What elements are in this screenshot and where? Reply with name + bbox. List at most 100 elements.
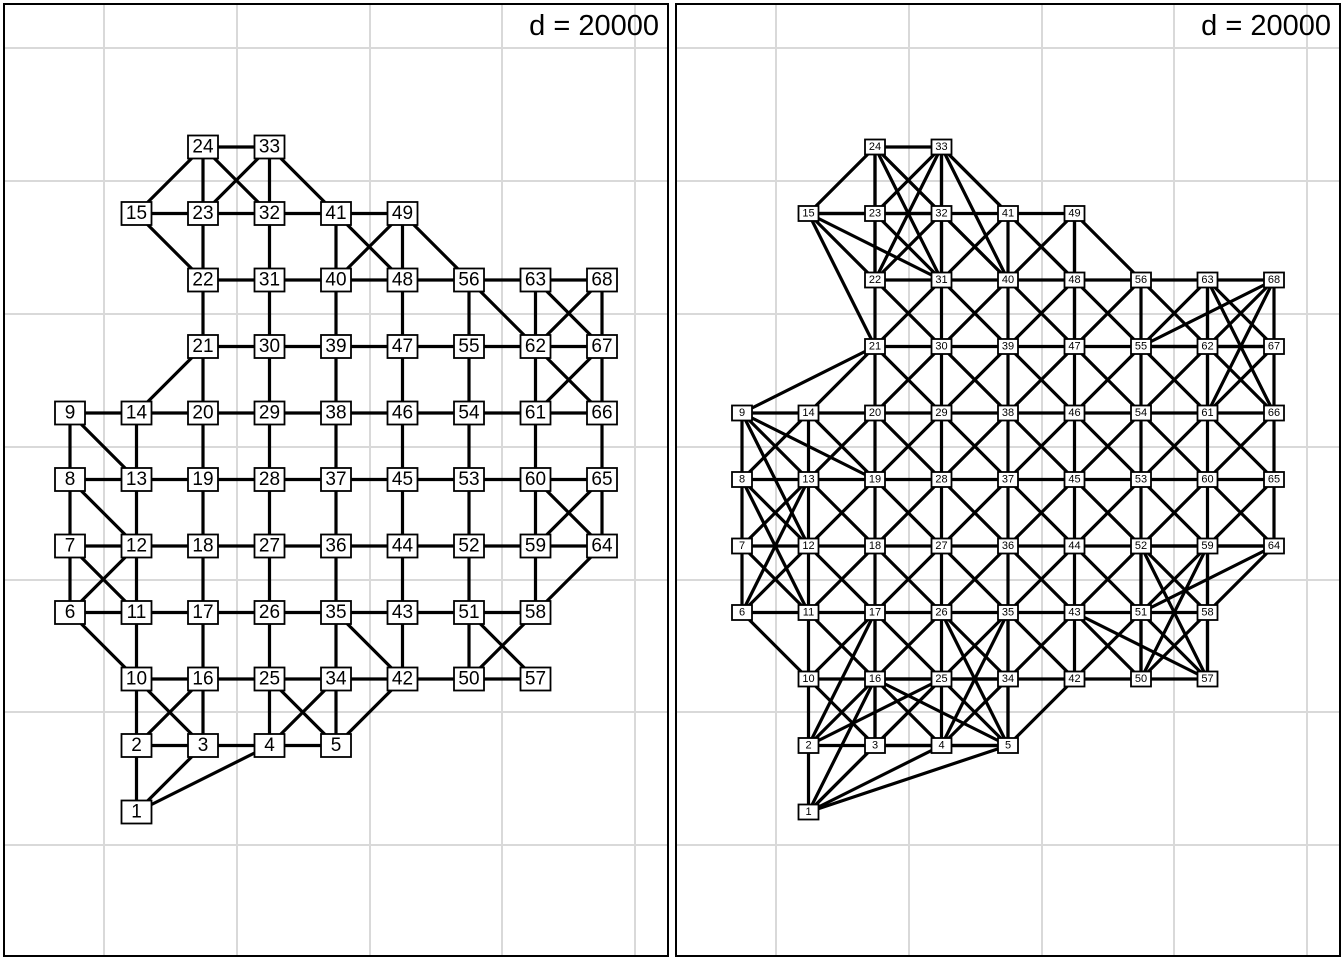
right-node-35: 35 [997,604,1019,621]
right-node-box [1063,471,1086,488]
right-node-box [864,537,886,555]
left-node-label: 36 [325,536,346,557]
right-edge-28-36 [939,477,1010,548]
right-node-label: 16 [869,673,881,685]
right-node-13: 13 [797,471,820,488]
right-node-label: 31 [935,274,947,286]
right-node-47: 47 [1063,338,1086,355]
right-edge-1-4 [806,743,944,814]
right-node-41: 41 [997,205,1019,222]
left-node-label: 65 [591,469,612,490]
left-node-label: 33 [259,137,280,158]
right-edge-17-25 [873,610,944,681]
right-node-label: 55 [1135,341,1147,353]
right-node-box [797,604,820,621]
left-node-box [320,600,352,625]
right-node-label: 39 [1002,341,1014,353]
right-node-51: 51 [1130,604,1152,621]
right-node-box [731,537,753,555]
right-edge-26-34 [939,610,1010,681]
left-node-6: 6 [54,600,86,625]
left-node-62: 62 [519,334,552,359]
right-node-label: 36 [1002,540,1014,552]
right-edge-14-19 [806,411,877,482]
right-edge-21-29 [873,344,944,415]
left-node-64: 64 [586,533,618,559]
right-edge-58-64 [1205,544,1276,615]
left-node-label: 13 [126,469,147,490]
left-node-box [187,267,219,293]
right-edge-31-39 [939,278,1010,349]
right-edge-43-50 [1072,610,1143,681]
left-node-box [253,533,286,559]
left-node-45: 45 [386,467,419,492]
right-node-4: 4 [930,737,953,754]
left-node-54: 54 [453,400,485,426]
right-edge-68-55 [1139,278,1276,349]
left-node-label: 64 [591,536,613,557]
left-node-label: 9 [65,403,76,424]
left-node-label: 35 [325,602,346,623]
left-node-8: 8 [54,467,86,492]
right-node-45: 45 [1063,471,1086,488]
right-node-44: 44 [1063,537,1086,555]
right-edge-14-21 [806,344,877,415]
panel-left: 12 3 4 567891011121314151617181920212223242… [3,3,669,957]
right-node-label: 47 [1068,341,1080,353]
right-node-label: 58 [1201,607,1213,619]
right-node-28: 28 [930,471,953,488]
left-node-42: 42 [386,666,419,692]
right-node-9: 9 [731,404,753,422]
right-edge-1-5 [806,743,1010,814]
right-node-box [930,138,953,156]
right-node-box [1063,604,1086,621]
right-node-16: 16 [864,670,886,688]
right-node-label: 22 [869,274,881,286]
left-node-3: 3 [187,733,219,758]
right-edge-62-66 [1205,344,1276,415]
left-node-box [187,467,219,492]
right-node-label: 41 [1002,208,1014,220]
left-node-label: 1 [131,802,142,823]
right-node-label: 12 [802,540,814,552]
left-node-label: 19 [192,469,213,490]
right-node-58: 58 [1196,604,1219,621]
right-edge-15-22 [806,211,877,282]
left-node-28: 28 [253,467,286,492]
left-node-58: 58 [519,600,552,625]
right-node-box [1130,604,1152,621]
left-node-label: 60 [525,469,546,490]
left-node-box [253,467,286,492]
right-node-label: 40 [1002,274,1014,286]
left-node-box [120,201,153,226]
right-node-box [930,271,953,289]
left-node-box [586,400,618,426]
right-node-label: 38 [1002,407,1014,419]
left-node-box [453,666,485,692]
right-node-label: 18 [869,540,881,552]
left-node-box [453,467,485,492]
left-node-10: 10 [120,666,153,692]
left-node-label: 53 [458,469,479,490]
right-node-39: 39 [997,338,1019,355]
right-node-30: 30 [930,338,953,355]
right-node-box [1263,338,1285,355]
right-node-box [1196,471,1219,488]
left-node-box [253,201,286,226]
right-node-label: 59 [1201,540,1213,552]
right-node-43: 43 [1063,604,1086,621]
right-node-box [797,737,820,754]
left-node-box [453,400,485,426]
left-node-box [453,533,485,559]
right-edge-63-67 [1205,278,1276,349]
right-node-box [1196,404,1219,422]
left-node-39: 39 [320,334,352,359]
right-node-17: 17 [864,604,886,621]
right-edge-2-17 [806,610,877,748]
right-node-label: 26 [935,607,947,619]
left-node-box [386,600,419,625]
left-node-2: 2 [120,733,153,758]
right-node-box [1196,604,1219,621]
right-edge-33-40 [939,145,1010,282]
